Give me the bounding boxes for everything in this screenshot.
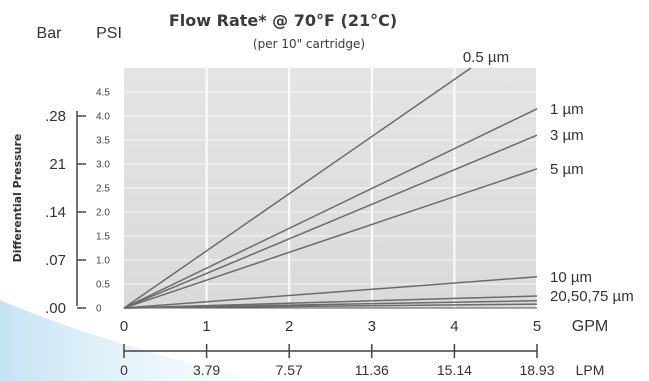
bar-tick-0: .00 xyxy=(45,300,66,317)
series-line-1 xyxy=(123,108,538,309)
series-lines xyxy=(123,67,538,309)
series-label-5: 20,50,75 µm xyxy=(550,288,634,305)
bar-tick-4: .28 xyxy=(45,108,66,125)
gpm-tick-2: 2 xyxy=(285,318,293,335)
series-label-1: 1 µm xyxy=(550,101,584,118)
series-line-3 xyxy=(123,168,538,309)
lpm-tick-labels: 0 3.79 7.57 11.36 15.14 18.93 xyxy=(120,344,555,378)
psi-tick-9: 4.5 xyxy=(96,88,110,99)
psi-tick-labels: 0 0.5 1.0 1.5 2.0 2.5 3.0 3.5 4.0 4.5 xyxy=(96,88,110,315)
lpm-tick-4: 15.14 xyxy=(437,362,472,378)
bar-tick-1: .07 xyxy=(45,252,66,269)
psi-tick-4: 2.0 xyxy=(96,208,110,219)
psi-unit-label: PSI xyxy=(96,25,122,42)
series-line-4 xyxy=(123,276,538,309)
series-line-2 xyxy=(123,134,538,309)
series-label-4: 10 µm xyxy=(550,269,592,286)
gpm-tick-1: 1 xyxy=(202,318,210,335)
psi-tick-3: 1.5 xyxy=(96,232,110,243)
gpm-tick-5: 5 xyxy=(533,318,541,335)
bar-unit-label: Bar xyxy=(37,25,63,42)
lpm-tick-5: 18.93 xyxy=(519,362,554,378)
chart-title: Flow Rate* @ 70°F (21°C) xyxy=(169,11,397,30)
psi-tick-2: 1.0 xyxy=(96,256,110,267)
y-axis-label: Differential Pressure xyxy=(11,134,24,263)
chart-subtitle: (per 10" cartridge) xyxy=(253,37,365,51)
series-line-0 xyxy=(123,67,472,309)
gpm-tick-4: 4 xyxy=(450,318,458,335)
psi-tick-5: 2.5 xyxy=(96,184,110,195)
series-label-3: 5 µm xyxy=(550,161,584,178)
lpm-tick-0: 0 xyxy=(120,362,128,378)
bar-tick-2: .14 xyxy=(45,204,66,221)
lpm-tick-2: 7.57 xyxy=(276,362,303,378)
series-labels: 0.5 µm 1 µm 3 µm 5 µm 10 µm 20,50,75 µm xyxy=(463,49,634,305)
gpm-tick-0: 0 xyxy=(120,318,128,335)
gpm-tick-labels: 0 1 2 3 4 5 xyxy=(120,318,541,335)
bar-tick-labels: .00 .07 .14 21 .28 xyxy=(45,108,86,317)
series-line-7 xyxy=(123,303,538,309)
gpm-unit-label: GPM xyxy=(572,318,608,335)
lpm-tick-3: 11.36 xyxy=(355,362,389,378)
bar-tick-3: 21 xyxy=(49,156,66,173)
series-line-5 xyxy=(123,295,538,309)
series-label-2: 3 µm xyxy=(550,127,584,144)
psi-tick-8: 4.0 xyxy=(96,112,110,123)
series-label-0: 0.5 µm xyxy=(463,49,509,66)
psi-tick-6: 3.0 xyxy=(96,160,110,171)
psi-tick-1: 0.5 xyxy=(96,280,110,291)
psi-tick-0: 0 xyxy=(96,304,102,315)
lpm-tick-1: 3.79 xyxy=(193,362,220,378)
psi-tick-7: 3.5 xyxy=(96,136,110,147)
gpm-tick-3: 3 xyxy=(368,318,376,335)
lpm-unit-label: LPM xyxy=(576,362,605,378)
decorative-swoosh xyxy=(0,300,260,381)
